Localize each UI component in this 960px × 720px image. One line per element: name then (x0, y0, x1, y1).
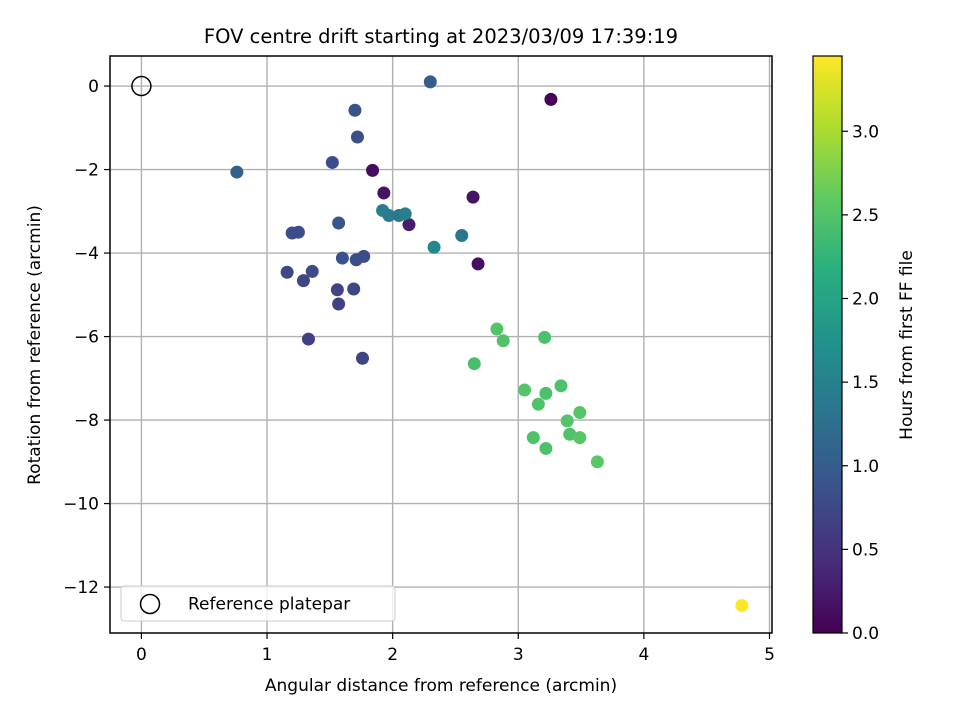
data-point (357, 249, 371, 263)
data-point (325, 155, 339, 169)
data-point (305, 264, 319, 278)
y-tick-label: −6 (74, 328, 99, 348)
legend-reference-label: Reference platepar (188, 595, 350, 615)
y-tick-label: −2 (74, 161, 99, 181)
legend-reference-marker (139, 593, 161, 615)
data-point (573, 406, 587, 420)
data-point (402, 218, 416, 232)
colorbar: 0.0 0.5 1.0 1.5 2.0 2.5 3.0 Hours from first F… (812, 55, 917, 644)
y-tick-label: −12 (63, 578, 99, 598)
colorbar-tick-label: 1.0 (852, 457, 879, 477)
data-point (544, 92, 558, 106)
colorbar-tick-label: 2.5 (852, 206, 879, 226)
x-tick-label: 2 (387, 645, 398, 665)
colorbar-tick-label: 3.0 (852, 122, 879, 142)
data-point (348, 103, 362, 117)
colorbar-tick-label: 2.0 (852, 290, 879, 310)
data-point (335, 251, 349, 265)
grid (110, 56, 772, 633)
data-point (382, 208, 396, 222)
colorbar-tick-label: 0.5 (852, 540, 879, 560)
y-axis: 0 −2 −4 −6 −8 −10 −12 (63, 77, 110, 598)
x-tick-label: 3 (513, 645, 524, 665)
x-tick-label: 0 (136, 645, 147, 665)
data-point (455, 229, 469, 243)
data-point (496, 334, 510, 348)
plot-frame (109, 55, 773, 634)
colorbar-ticks: 0.0 0.5 1.0 1.5 2.0 2.5 3.0 (842, 122, 879, 644)
plot-background (110, 56, 772, 633)
data-point (355, 351, 369, 365)
colorbar-tick-label: 0.0 (852, 624, 879, 644)
data-point (466, 190, 480, 204)
colorbar-label: Hours from first FF file (897, 250, 917, 440)
data-point (735, 598, 749, 612)
data-point (377, 186, 391, 200)
data-point (467, 357, 481, 371)
data-point (538, 330, 552, 344)
colorbar-tick-label: 1.5 (852, 373, 879, 393)
legend: Reference platepar (120, 585, 396, 622)
data-point (423, 75, 437, 89)
data-point (332, 297, 346, 311)
data-point (301, 332, 315, 346)
x-axis: 0 1 2 3 4 5 (136, 633, 775, 665)
data-point (427, 240, 441, 254)
legend-box (120, 585, 396, 622)
data-point (471, 257, 485, 271)
data-point (280, 265, 294, 279)
data-point (526, 431, 540, 445)
data-points (230, 75, 749, 612)
data-point (590, 455, 604, 469)
x-tick-label: 1 (262, 645, 273, 665)
data-point (366, 163, 380, 177)
data-point (560, 414, 574, 428)
data-point (554, 379, 568, 393)
data-point (563, 427, 577, 441)
colorbar-gradient (812, 55, 843, 634)
data-point (332, 216, 346, 230)
x-tick-label: 4 (638, 645, 649, 665)
data-point (296, 274, 310, 288)
x-axis-label: Angular distance from reference (arcmin) (265, 676, 617, 696)
data-point (490, 322, 504, 336)
data-point (350, 130, 364, 144)
data-point (230, 165, 244, 179)
data-point (518, 383, 532, 397)
data-point (347, 282, 361, 296)
y-tick-label: −8 (74, 411, 99, 431)
data-point (539, 441, 553, 455)
data-point (291, 225, 305, 239)
data-point (330, 283, 344, 297)
x-tick-label: 5 (764, 645, 775, 665)
y-axis-label: Rotation from reference (arcmin) (25, 205, 45, 485)
y-tick-label: 0 (88, 77, 99, 97)
reference-platepar-marker (131, 75, 152, 97)
y-tick-label: −4 (74, 244, 99, 264)
y-tick-label: −10 (63, 495, 99, 515)
data-point (539, 386, 553, 400)
data-point (573, 431, 587, 445)
data-point (531, 397, 545, 411)
plot-area: Reference platepar (109, 55, 773, 634)
chart-title: FOV centre drift starting at 2023/03/09 … (204, 25, 678, 48)
data-point (398, 207, 412, 221)
